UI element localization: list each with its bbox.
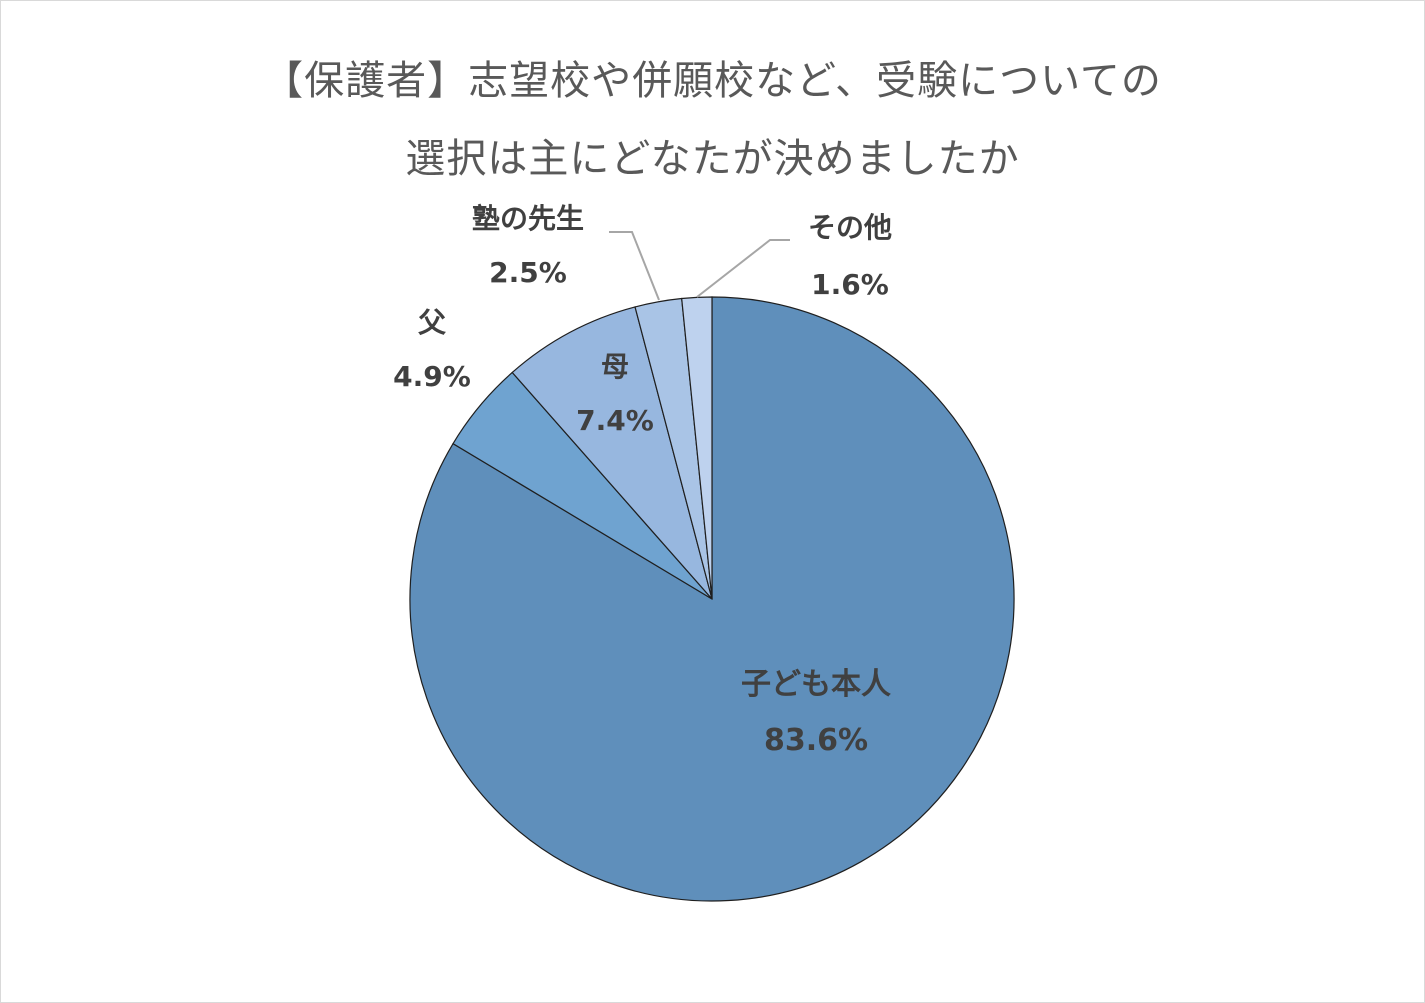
pie-slice [511, 306, 713, 600]
slice-value-label: 1.6% [811, 268, 889, 301]
slice-category-label: その他 [808, 211, 892, 244]
slice-value-label: 83.6% [764, 723, 868, 758]
slice-category-label: 母 [601, 350, 629, 383]
slice-value-label: 7.4% [576, 404, 654, 437]
chart-title-line2: 選択は主にどなたが決めましたか [405, 136, 1020, 182]
slice-category-label: 塾の先生 [472, 202, 584, 235]
slice-value-label: 2.5% [489, 256, 567, 289]
slice-category-label: 父 [418, 306, 447, 339]
slice-value-label: 4.9% [393, 360, 471, 393]
chart-title-line1: 【保護者】志望校や併願校など、受験についての [263, 58, 1162, 104]
leader-line [696, 239, 790, 298]
leader-line [609, 231, 660, 301]
slice-category-label: 子ども本人 [741, 667, 891, 702]
pie-slice [681, 296, 713, 600]
